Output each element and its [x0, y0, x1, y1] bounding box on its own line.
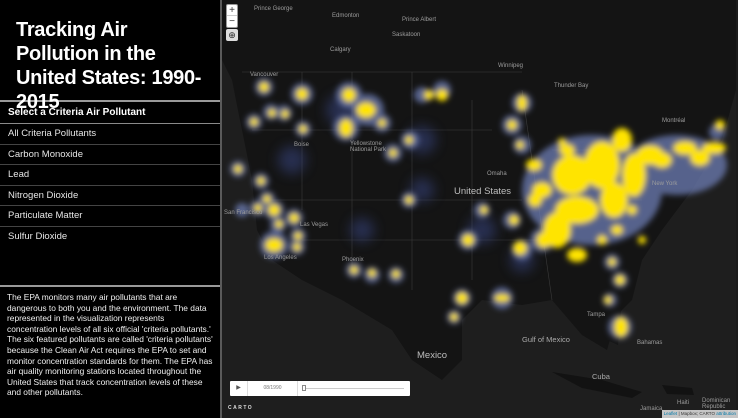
- zoom-out-button[interactable]: −: [229, 16, 235, 27]
- label-prince-george: Prince George: [254, 6, 293, 12]
- pollutant-item-particulate-matter[interactable]: Particulate Matter: [0, 206, 220, 227]
- label-cuba: Cuba: [592, 372, 610, 381]
- label-dominican-republic: Dominican Republic: [702, 398, 731, 410]
- map-canvas[interactable]: United States Mexico Gulf of Mexico Baha…: [222, 0, 738, 418]
- pollutant-menu: All Criteria Pollutants Carbon Monoxide …: [0, 124, 220, 247]
- label-new-york: New York: [652, 181, 678, 187]
- pollutant-item-carbon-monoxide[interactable]: Carbon Monoxide: [0, 145, 220, 165]
- label-mexico: Mexico: [417, 350, 448, 361]
- label-prince-albert: Prince Albert: [402, 17, 437, 23]
- label-las-vegas: Las Vegas: [300, 222, 329, 228]
- label-united-states: United States: [454, 186, 512, 197]
- pollutant-item-nitrogen-dioxide[interactable]: Nitrogen Dioxide: [0, 186, 220, 206]
- sidebar: Tracking Air Pollution in the United Sta…: [0, 0, 222, 418]
- label-winnipeg: Winnipeg: [498, 63, 524, 69]
- label-boise: Boise: [294, 142, 310, 148]
- description-text: The EPA monitors many air pollutants tha…: [7, 292, 213, 398]
- spacer: [0, 247, 220, 287]
- timeline-handle[interactable]: [302, 385, 306, 391]
- label-tampa: Tampa: [587, 312, 606, 318]
- map-attribution: Leaflet | Mapbox; CARTO attribution: [661, 410, 738, 418]
- label-vancouver: Vancouver: [250, 72, 279, 78]
- label-montreal: Montréal: [662, 118, 686, 124]
- zoom-control: + −: [226, 4, 238, 28]
- label-jamaica: Jamaica: [640, 406, 663, 412]
- label-calgary: Calgary: [330, 47, 351, 53]
- timeline-date: 08/1990: [248, 381, 298, 396]
- label-san-francisco: San Francisco: [224, 210, 263, 216]
- pollutant-item-lead[interactable]: Lead: [0, 165, 220, 186]
- leaflet-link[interactable]: Leaflet: [663, 411, 678, 416]
- label-saskatoon: Saskatoon: [392, 32, 421, 38]
- page-title: Tracking Air Pollution in the United Sta…: [16, 19, 202, 113]
- title-box: Tracking Air Pollution in the United Sta…: [0, 0, 220, 113]
- attribution-link[interactable]: attribution: [716, 411, 736, 416]
- play-button[interactable]: ▶: [230, 381, 248, 396]
- attribution-text: Mapbox; CARTO: [680, 411, 715, 416]
- label-haiti: Haiti: [677, 400, 690, 406]
- label-los-angeles: Los Angeles: [264, 255, 297, 261]
- pollutant-select-heading: Select a Criteria Air Pollutant: [0, 102, 220, 124]
- carto-logo: CARTO: [228, 405, 254, 411]
- label-thunder-bay: Thunder Bay: [554, 83, 589, 89]
- pollutant-item-all[interactable]: All Criteria Pollutants: [0, 124, 220, 145]
- pollutant-item-sulfur-dioxide[interactable]: Sulfur Dioxide: [8, 230, 68, 242]
- timeline-control: ▶ 08/1990: [230, 381, 410, 396]
- label-edmonton: Edmonton: [332, 13, 360, 19]
- label-gulf-of-mexico: Gulf of Mexico: [522, 335, 570, 344]
- heatmap-layer: [222, 0, 736, 418]
- label-phoenix: Phoenix: [342, 257, 364, 263]
- globe-icon[interactable]: ⊕: [226, 29, 238, 41]
- timeline-slider[interactable]: [298, 381, 410, 396]
- label-omaha: Omaha: [487, 171, 507, 177]
- timeline-track: [302, 388, 404, 389]
- zoom-in-button[interactable]: +: [227, 5, 237, 16]
- label-yellowstone: Yellowstone National Park: [350, 141, 387, 153]
- label-bahamas: Bahamas: [637, 340, 663, 346]
